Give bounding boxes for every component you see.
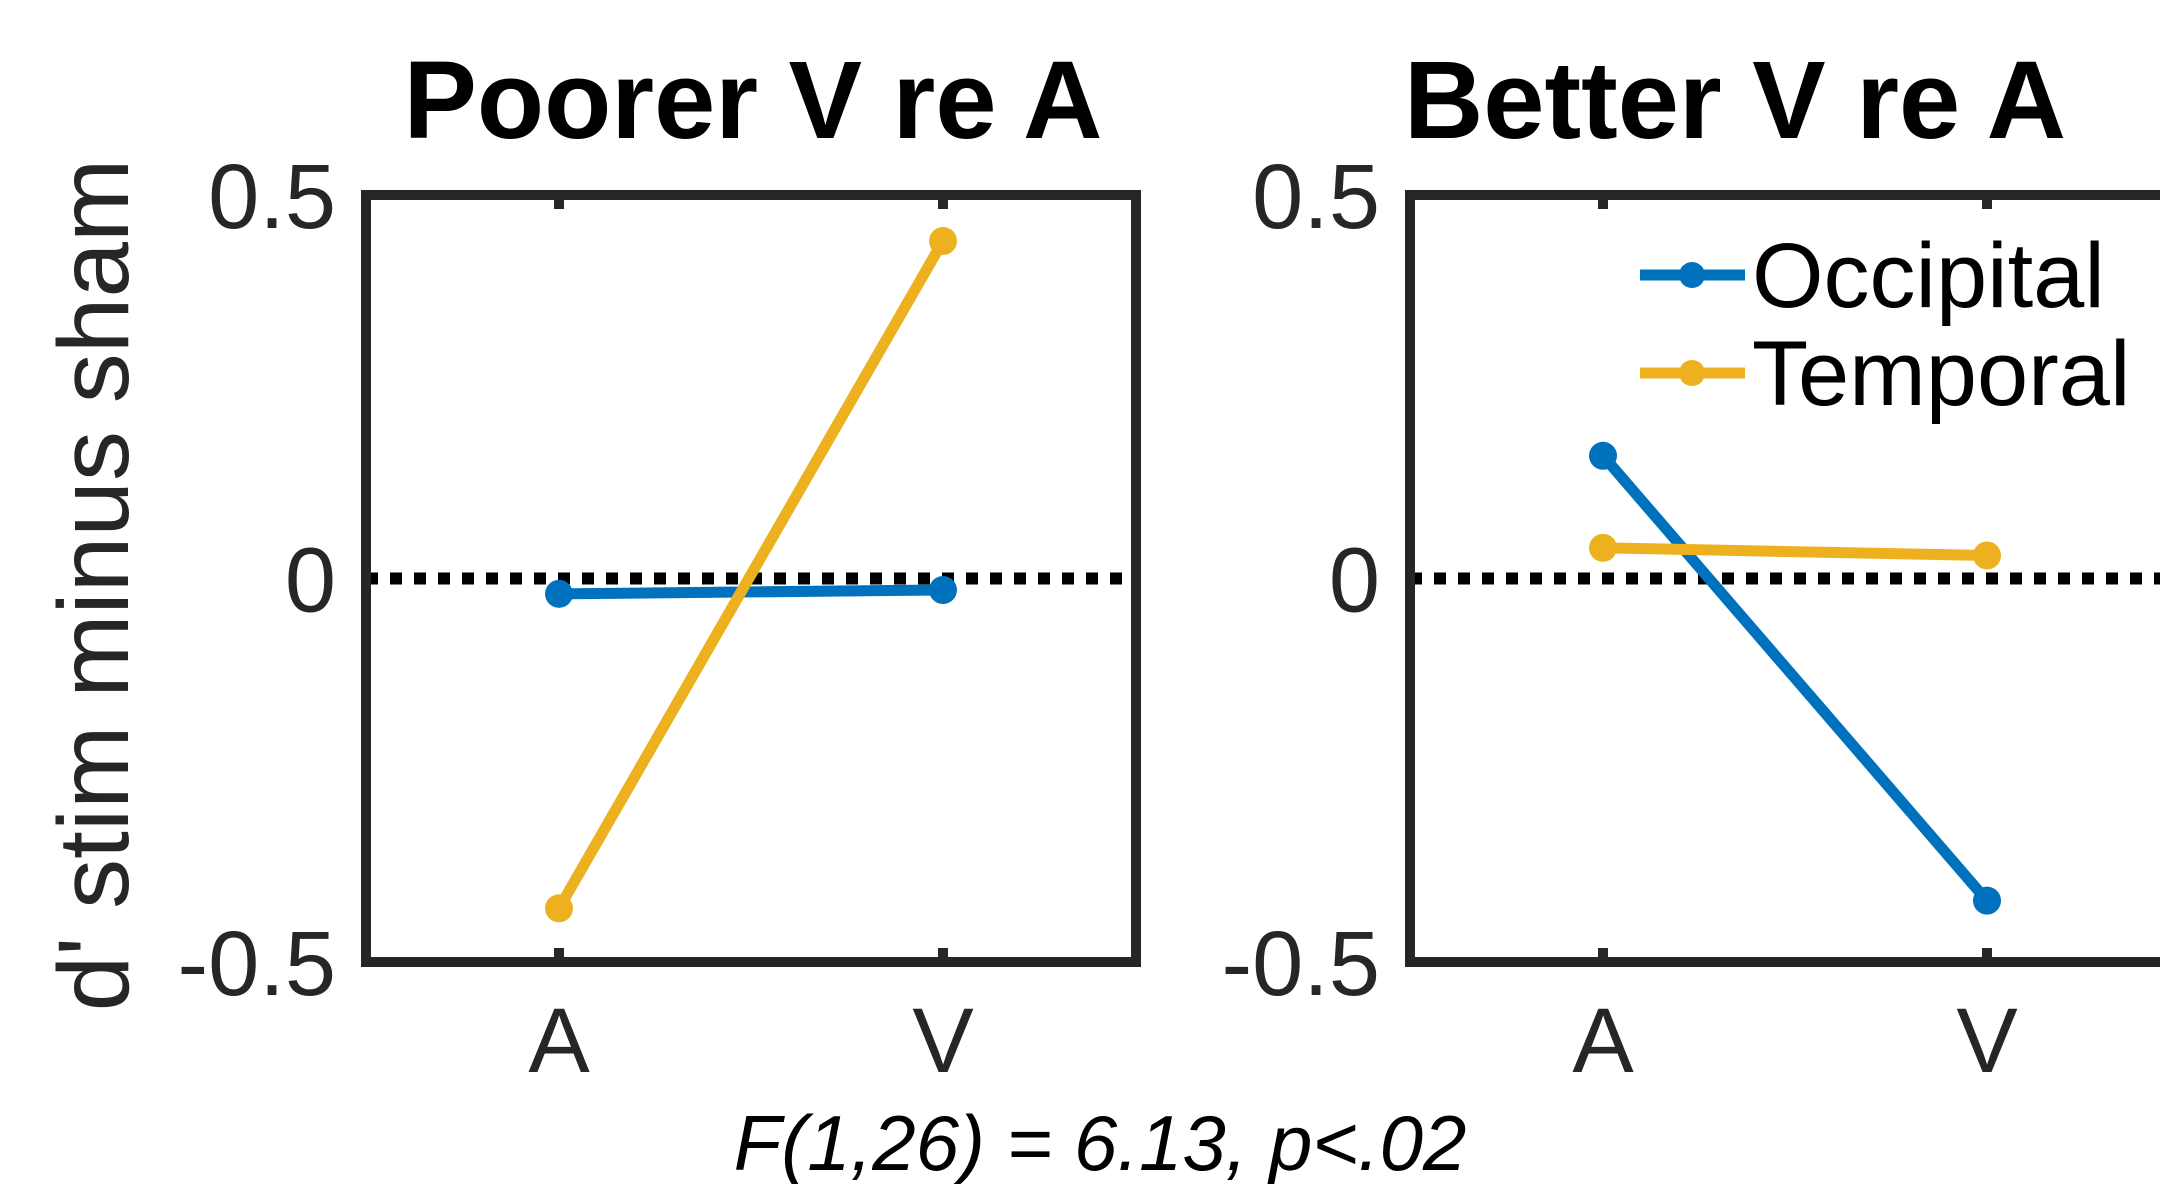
legend-marker — [1679, 360, 1705, 386]
data-point-occipital — [1589, 441, 1617, 470]
data-point-occipital — [545, 579, 573, 608]
series-line-occipital — [1598, 452, 1992, 905]
y-tick-label: -0.5 — [1221, 913, 1380, 1015]
data-point-occipital — [929, 576, 957, 605]
x-tick-label: A — [1572, 990, 1634, 1092]
data-point-temporal — [1589, 533, 1617, 562]
legend-label: Occipital — [1752, 225, 2105, 327]
data-point-temporal — [929, 227, 957, 256]
x-tick-label: V — [912, 990, 973, 1092]
series-line-temporal — [554, 238, 948, 912]
series-line-occipital — [558, 584, 944, 600]
y-tick-label: 0.5 — [208, 146, 336, 248]
x-tick-label: A — [528, 990, 590, 1092]
legend-label: Temporal — [1752, 323, 2130, 425]
y-tick-label: 0 — [1329, 530, 1380, 632]
y-tick-label: -0.5 — [177, 913, 336, 1015]
plot-area: A V -0.5 0 0.5 — [177, 146, 1141, 1092]
stats-annotation: F(1,26) = 6.13, p<.02 — [734, 1099, 1467, 1184]
data-point-occipital — [1973, 886, 2001, 915]
panel-title: Better V re A — [1404, 39, 2066, 162]
plot-area: A V -0.5 0 0.5 — [1221, 146, 2160, 1092]
y-axis-label: d' stim minus sham — [38, 159, 150, 1012]
data-point-temporal — [1973, 541, 2001, 570]
y-tick-label: 0.5 — [1252, 146, 1380, 248]
x-tick-label: V — [1956, 990, 2017, 1092]
legend-marker — [1679, 262, 1705, 288]
axes-box — [361, 190, 1141, 967]
panel-better: Better V re A A V -0.5 0 0.5 OccipitalTempor… — [1221, 39, 2160, 1092]
axes-box — [1405, 190, 2160, 967]
series-line-temporal — [1602, 542, 1988, 561]
panel-poorer: Poorer V re A A V -0.5 0 0.5 — [177, 39, 1141, 1092]
data-point-temporal — [545, 894, 573, 923]
y-tick-label: 0 — [285, 530, 336, 632]
panel-title: Poorer V re A — [404, 39, 1103, 162]
